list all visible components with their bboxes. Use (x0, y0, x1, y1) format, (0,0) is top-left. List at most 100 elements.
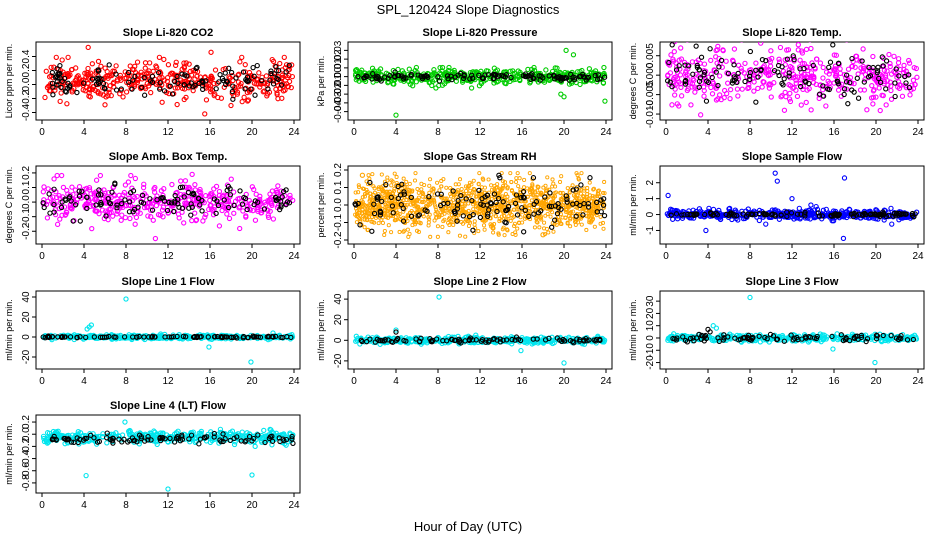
data-point (148, 214, 154, 220)
data-point (362, 194, 367, 199)
data-point (706, 205, 712, 211)
data-point (476, 83, 483, 89)
data-point (568, 217, 573, 222)
data-point (118, 334, 125, 340)
data-point (559, 174, 564, 179)
data-point (519, 205, 525, 211)
data-point (781, 76, 787, 82)
data-point (687, 212, 693, 218)
data-point (402, 182, 407, 187)
data-point (595, 72, 601, 78)
x-tick-label: 20 (558, 251, 570, 262)
data-point (132, 221, 138, 227)
data-point (447, 215, 452, 220)
x-tick-label: 16 (204, 376, 216, 387)
data-point (103, 213, 109, 219)
data-point (547, 190, 553, 196)
data-point (879, 92, 885, 98)
data-point (283, 202, 289, 208)
data-point (546, 73, 552, 79)
data-point (600, 190, 606, 195)
data-point (231, 189, 237, 195)
data-point (710, 206, 717, 213)
outlier-point (808, 202, 814, 208)
data-point (469, 197, 475, 204)
data-point (710, 212, 716, 218)
data-point (552, 194, 558, 199)
data-point (408, 202, 413, 207)
data-point (208, 83, 214, 89)
data-point (223, 78, 230, 84)
data-point (513, 192, 520, 198)
data-point (70, 80, 76, 86)
y-axis-label: ml/min per min. (4, 299, 14, 361)
x-tick-label: 8 (123, 376, 129, 387)
data-point (845, 66, 852, 72)
data-point (734, 86, 741, 92)
data-point (46, 191, 52, 197)
data-point (105, 75, 111, 81)
data-point (574, 200, 580, 207)
data-point (882, 74, 889, 80)
data-point (367, 179, 373, 186)
data-point (785, 47, 792, 53)
data-point (693, 71, 699, 77)
data-point (416, 190, 421, 195)
data-point (234, 89, 241, 95)
data-point (567, 190, 572, 195)
data-point (768, 81, 774, 88)
data-point (866, 64, 872, 71)
data-point (747, 48, 754, 55)
data-point (444, 73, 451, 79)
data-point (715, 96, 721, 102)
data-point (531, 75, 537, 82)
data-point (463, 196, 469, 202)
data-point (817, 91, 823, 97)
data-point (539, 217, 544, 222)
data-point (839, 208, 845, 214)
data-point (697, 75, 704, 81)
data-point (142, 60, 149, 66)
data-point (81, 80, 87, 86)
data-point (406, 66, 412, 72)
data-point (587, 175, 593, 181)
data-point (499, 214, 504, 219)
data-point (392, 76, 398, 82)
data-point (401, 176, 406, 181)
data-point (57, 98, 63, 104)
data-point (147, 60, 153, 66)
data-point (440, 224, 445, 229)
data-point (460, 208, 465, 214)
x-tick-label: 4 (705, 127, 711, 138)
data-point (244, 203, 250, 210)
data-point (428, 234, 433, 239)
data-point (460, 213, 466, 219)
data-point (682, 81, 689, 87)
data-point (517, 176, 522, 181)
data-point (425, 74, 431, 80)
x-tick-label: 0 (351, 251, 357, 262)
data-point (89, 86, 96, 93)
data-point (415, 186, 420, 192)
data-point (463, 202, 468, 207)
data-point (457, 210, 462, 215)
data-point (64, 101, 70, 107)
data-point (835, 212, 842, 218)
data-point (233, 75, 239, 81)
data-point (485, 72, 492, 78)
data-point (457, 233, 462, 238)
data-point (366, 173, 371, 178)
data-point (118, 86, 124, 92)
y-tick-label: -0.1 (333, 213, 344, 231)
data-point (127, 199, 133, 205)
data-point (239, 99, 245, 105)
data-point (888, 96, 895, 102)
data-point (746, 84, 752, 91)
data-point (476, 72, 482, 78)
data-point (175, 80, 181, 86)
data-point (424, 208, 430, 214)
data-point (462, 209, 467, 215)
data-point (679, 212, 685, 218)
data-point (426, 215, 431, 220)
x-tick-label: 20 (558, 376, 570, 387)
